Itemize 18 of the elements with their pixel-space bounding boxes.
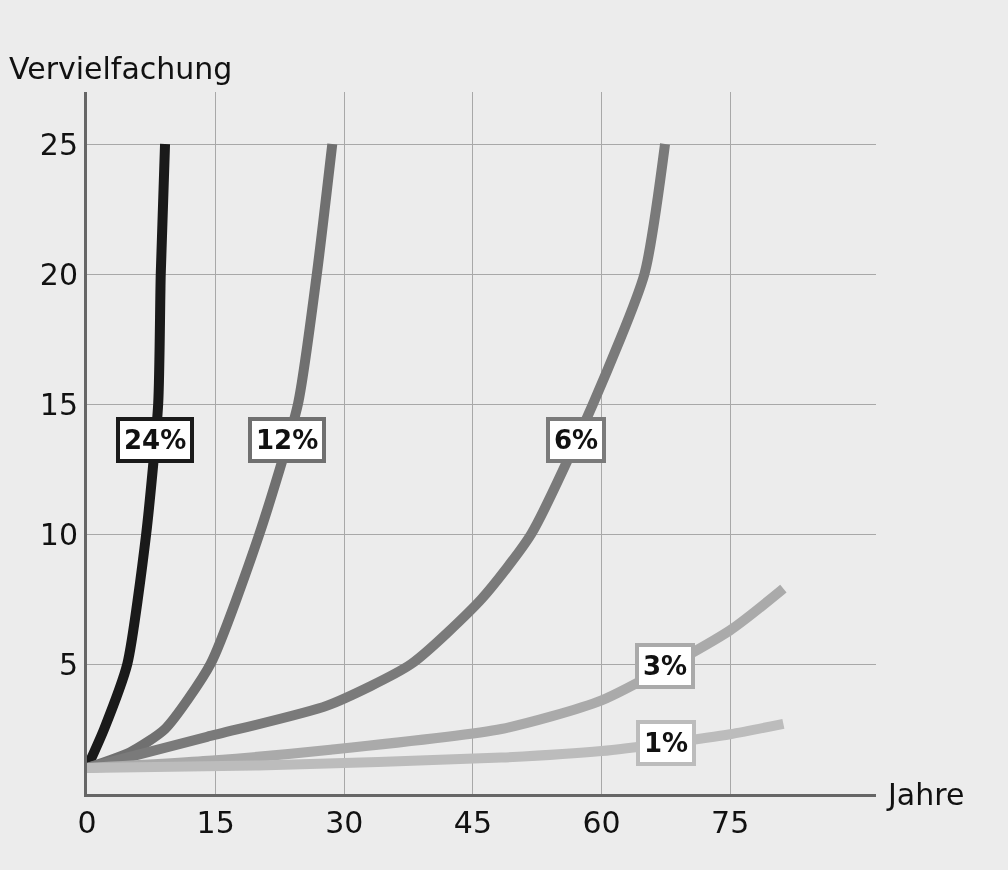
x-axis-title: Jahre bbox=[886, 777, 965, 812]
x-tick-label: 45 bbox=[453, 805, 493, 840]
x-tick-label: 75 bbox=[711, 805, 750, 840]
x-tick-label: 60 bbox=[582, 805, 621, 840]
y-tick-label: 5 bbox=[58, 646, 78, 682]
x-tick-label: 0 bbox=[77, 805, 97, 840]
x-tick-label: 15 bbox=[196, 805, 235, 840]
series-label: 1% bbox=[644, 728, 689, 758]
x-tick-label: 30 bbox=[325, 805, 364, 840]
series-label: 12% bbox=[256, 425, 319, 455]
y-axis-title: Vervielfachung bbox=[9, 51, 233, 86]
y-tick-label: 25 bbox=[39, 126, 78, 162]
y-tick-label: 20 bbox=[39, 256, 78, 292]
y-tick-label: 10 bbox=[39, 516, 78, 552]
series-label: 6% bbox=[554, 425, 599, 455]
series-label: 3% bbox=[643, 651, 688, 681]
series-label: 24% bbox=[124, 425, 187, 455]
y-tick-label: 15 bbox=[39, 386, 78, 422]
